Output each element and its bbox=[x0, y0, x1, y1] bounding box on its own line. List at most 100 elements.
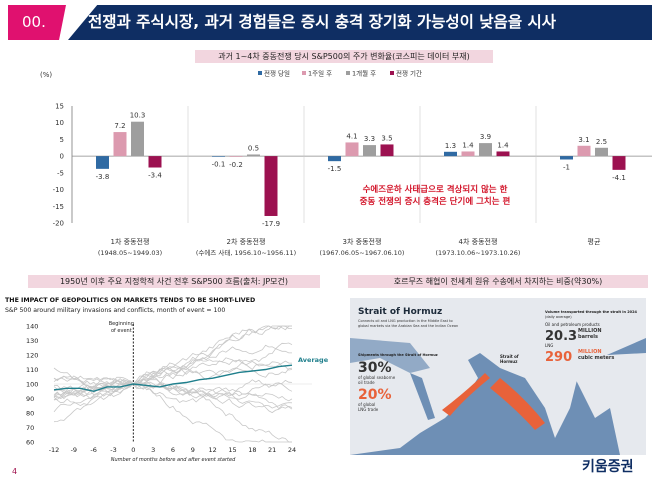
bar-value-label: -1.5 bbox=[328, 165, 342, 173]
x-tick-label: 24 bbox=[288, 446, 296, 454]
lng-volume-label: LNG bbox=[545, 343, 553, 348]
line-chart-caption: 1950년 이후 주요 지정학적 사건 전후 S&P500 흐름(출처: JP모… bbox=[28, 275, 320, 288]
bar bbox=[595, 147, 608, 157]
y-tick-label: 70 bbox=[26, 424, 34, 432]
oil-volume-value: 20.3 bbox=[545, 329, 577, 344]
bar-value-label: 3.3 bbox=[364, 135, 375, 143]
event-line bbox=[53, 375, 292, 443]
category-label: 4차 중동전쟁 bbox=[459, 237, 498, 246]
y-tick-label: -5 bbox=[57, 169, 64, 177]
bar-value-label: 3.9 bbox=[480, 133, 491, 141]
y-tick-label: 130 bbox=[26, 337, 38, 345]
bar-value-label: 1.3 bbox=[445, 142, 456, 150]
bar bbox=[229, 156, 243, 157]
bar bbox=[496, 151, 510, 157]
bar-value-label: -3.8 bbox=[96, 173, 110, 181]
page-title: 전쟁과 주식시장, 과거 경험들은 증시 충격 장기화 가능성이 낮음을 시사 bbox=[68, 5, 652, 40]
bar bbox=[96, 156, 109, 169]
bar-value-label: 1.4 bbox=[497, 141, 509, 149]
bar-value-label: -0.2 bbox=[229, 161, 243, 169]
map-desc-2: global markets via the Arabian Sea and t… bbox=[358, 324, 458, 328]
legend-label: 전쟁 기간 bbox=[396, 69, 422, 78]
bar bbox=[148, 156, 162, 168]
line-chart: THE IMPACT OF GEOPOLITICS ON MARKETS TEN… bbox=[5, 297, 329, 463]
lng-share-stat: 20% bbox=[358, 387, 392, 403]
kiwoom-logo: 키움증권 bbox=[582, 459, 634, 475]
bar-value-label: -3.4 bbox=[148, 172, 162, 180]
event-line bbox=[53, 344, 292, 413]
bar-value-label: -17.9 bbox=[262, 220, 280, 228]
page-number: 4 bbox=[12, 467, 18, 476]
bar-value-label: -0.1 bbox=[212, 160, 226, 168]
bar-value-label: 3.5 bbox=[381, 134, 392, 142]
bar-value-label: -1 bbox=[563, 163, 570, 171]
map-caption: 호르무즈 해협이 전세계 원유 수송에서 차지하는 비중(약30%) bbox=[348, 275, 648, 288]
legend-swatch bbox=[302, 71, 306, 75]
x-tick-label: 0 bbox=[131, 446, 135, 454]
average-line bbox=[53, 364, 293, 393]
x-tick-label: -3 bbox=[110, 446, 116, 454]
x-tick-label: 3 bbox=[151, 446, 155, 454]
bar-value-label: -4.1 bbox=[612, 174, 626, 182]
hormuz-map: Strait of Hormuz Connects oil and LNG pr… bbox=[350, 298, 646, 455]
bar-value-label: 2.5 bbox=[596, 138, 607, 146]
y-tick-label: 140 bbox=[26, 323, 38, 331]
bar-value-label: 0.5 bbox=[248, 144, 259, 152]
legend-label: 전쟁 당일 bbox=[264, 69, 290, 78]
map-desc-1: Connects oil and LNG production in the M… bbox=[358, 319, 453, 323]
chart-subtitle: S&P 500 around military invasions and co… bbox=[5, 307, 225, 314]
y-axis-unit: (%) bbox=[40, 71, 52, 79]
x-tick-label: -6 bbox=[90, 446, 96, 454]
y-tick-label: 10 bbox=[55, 119, 64, 127]
oil-share-stat: 30% bbox=[358, 360, 392, 376]
x-tick-label: 6 bbox=[171, 446, 175, 454]
bar bbox=[560, 156, 573, 160]
bar bbox=[612, 156, 626, 170]
volume-label-2: (daily average) bbox=[545, 315, 572, 319]
bar bbox=[264, 156, 278, 216]
y-tick-label: 60 bbox=[26, 439, 34, 447]
x-tick-label: -12 bbox=[49, 446, 60, 454]
bar bbox=[328, 156, 341, 162]
bar-value-label: 7.2 bbox=[114, 122, 125, 130]
lng-volume-value: 290 bbox=[545, 350, 572, 365]
bar-value-label: 4.1 bbox=[346, 132, 357, 140]
legend-swatch bbox=[346, 71, 350, 75]
y-tick-label: 80 bbox=[26, 410, 34, 418]
bar-chart-caption: 과거 1~4차 중동전쟁 당시 S&P500의 주가 변화율(코스피는 데이터 … bbox=[195, 50, 493, 63]
bar bbox=[461, 151, 475, 157]
lng-unit: MILLION bbox=[578, 349, 602, 355]
y-tick-label: 120 bbox=[26, 352, 38, 360]
y-tick-label: 110 bbox=[26, 366, 38, 374]
event-line bbox=[53, 367, 293, 385]
y-tick-label: 0 bbox=[60, 153, 64, 161]
category-label: 3차 중동전쟁 bbox=[343, 237, 382, 246]
bar bbox=[363, 145, 376, 157]
oil-volume-label: Oil and petroleum products bbox=[545, 322, 600, 327]
bar bbox=[577, 145, 591, 157]
category-sublabel: (1967.06.05~1967.06.10) bbox=[320, 249, 405, 257]
x-tick-label: 15 bbox=[228, 446, 236, 454]
strait-label-2: Hormuz bbox=[500, 359, 518, 364]
event-label: Beginning bbox=[109, 321, 134, 327]
y-tick-label: -10 bbox=[53, 186, 64, 194]
oil-share-desc-2: oil trade bbox=[358, 380, 375, 385]
x-tick-label: 21 bbox=[268, 446, 276, 454]
event-line bbox=[53, 360, 293, 398]
x-tick-label: 12 bbox=[209, 446, 217, 454]
y-tick-label: -20 bbox=[53, 220, 64, 228]
map-title: Strait of Hormuz bbox=[358, 307, 442, 317]
x-tick-label: 18 bbox=[248, 446, 256, 454]
bar bbox=[212, 156, 225, 157]
event-line bbox=[53, 342, 293, 396]
lng-share-desc-2: LNG trade bbox=[358, 407, 379, 412]
oil-unit-2: barrels bbox=[578, 334, 598, 340]
x-tick-label: 9 bbox=[191, 446, 195, 454]
bar-value-label: 10.3 bbox=[130, 112, 146, 120]
category-label: 1차 중동전쟁 bbox=[111, 237, 150, 246]
shipments-label: Shipments through the Strait of Hormuz bbox=[358, 353, 438, 357]
legend-swatch bbox=[258, 71, 262, 75]
lng-share-desc: of global bbox=[358, 402, 375, 407]
oil-share-desc: of global seaborne bbox=[358, 375, 396, 380]
bar bbox=[444, 151, 457, 157]
